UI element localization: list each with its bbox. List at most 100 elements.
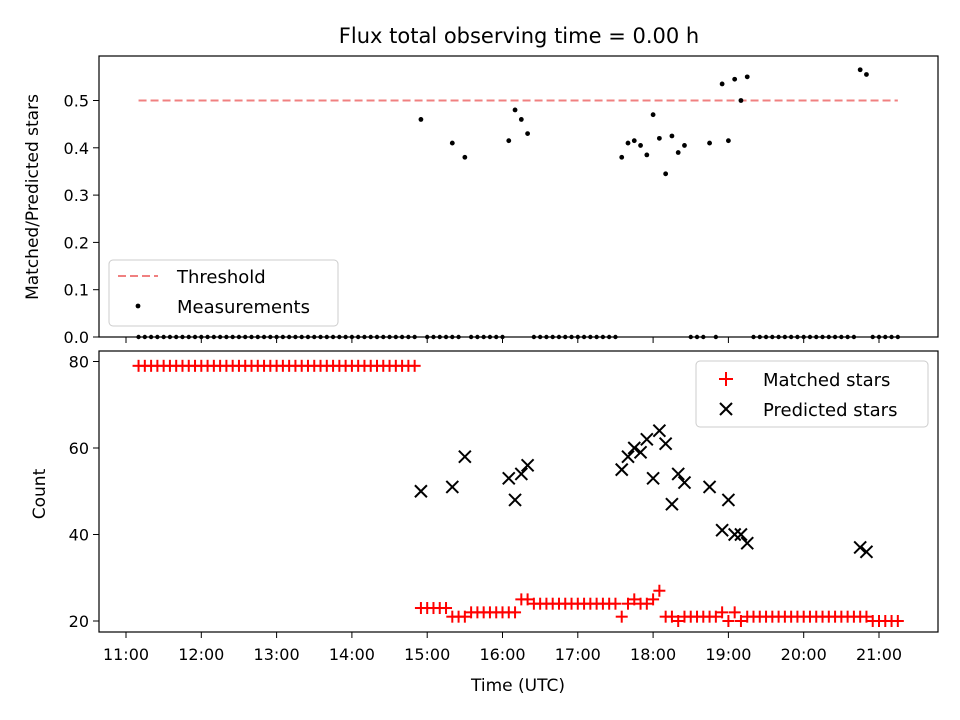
matched-star-point (665, 610, 678, 623)
predicted-star-point (621, 449, 635, 464)
measurement-point (663, 171, 669, 177)
top-y-tick-label: 0.2 (64, 233, 89, 252)
legend-measurements-swatch (135, 303, 141, 309)
top-axes-frame (98, 55, 939, 338)
predicted-star-point (646, 471, 660, 485)
bottom-plot-area (132, 359, 904, 627)
top-y-tick-label: 0.0 (64, 328, 89, 347)
bottom-legend-box (695, 360, 929, 428)
predicted-star-point (514, 467, 529, 481)
x-tick-label: 14:00 (329, 645, 375, 664)
bottom-y-axis-label: Count (30, 468, 50, 519)
predicted-star-point (859, 545, 874, 559)
top-legend-box (108, 259, 339, 327)
predicted-star-point (615, 462, 629, 477)
measurement-point (462, 154, 468, 160)
bottom-y-axis: 20 40 60 80 (69, 353, 99, 631)
matched-star-point (722, 615, 735, 627)
top-y-tick-label: 0.5 (64, 92, 89, 111)
predicted-star-point (502, 471, 516, 485)
measurement-point (669, 133, 675, 139)
measurement-point (631, 138, 637, 144)
measurement-point (525, 131, 530, 137)
matched-star-point (728, 606, 741, 619)
matched-star-point (458, 610, 471, 623)
predicted-star-point (721, 493, 736, 507)
predicted-star-point (702, 480, 717, 494)
x-tick-label: 19:00 (705, 645, 751, 664)
matched-star-point (408, 359, 421, 372)
predicted-star-point (640, 432, 654, 447)
x-tick-label: 21:00 (856, 645, 902, 664)
measurement-point (732, 76, 738, 82)
bottom-y-tick-label: 40 (69, 526, 89, 545)
measurement-point (644, 152, 650, 158)
top-y-axis: 0.0 0.1 0.2 0.3 0.4 0.5 (64, 92, 99, 347)
x-tick-label: 17:00 (555, 645, 601, 664)
legend-measurements-label: Measurements (177, 297, 310, 318)
predicted-star-point (665, 497, 679, 511)
predicted-star-point (715, 523, 729, 537)
measurement-point (619, 154, 625, 160)
predicted-star-point (734, 527, 748, 542)
matched-star-point (860, 610, 873, 623)
predicted-star-point (658, 436, 673, 451)
legend-matched-label: Matched stars (763, 370, 890, 391)
predicted-star-point (458, 449, 472, 464)
measurement-point (656, 135, 662, 141)
x-tick-label: 11:00 (103, 645, 149, 664)
measurement-point (682, 143, 687, 148)
matched-star-point (615, 610, 628, 623)
predicted-star-point (633, 445, 648, 460)
measurement-point (512, 107, 518, 113)
bottom-legend: Matched stars Predicted stars (695, 360, 929, 428)
measurement-point (625, 140, 631, 146)
x-tick-label: 13:00 (254, 645, 300, 664)
x-tick-label: 15:00 (404, 645, 450, 664)
predicted-star-point (414, 484, 428, 498)
matched-star-point (734, 615, 747, 627)
x-tick-label: 18:00 (630, 645, 676, 664)
legend-predicted-swatch (719, 402, 733, 416)
measurement-point (726, 138, 731, 144)
legend-predicted-label: Predicted stars (763, 400, 897, 421)
matched-star-point (521, 593, 534, 606)
x-tick-label: 20:00 (781, 645, 827, 664)
predicted-star-point (627, 441, 641, 455)
bottom-axes-frame (98, 350, 939, 633)
predicted-star-point (740, 536, 754, 550)
measurement-point (518, 117, 524, 122)
matched-star-point (628, 593, 641, 606)
top-x-ticks (125, 337, 880, 343)
bottom-y-tick-label: 20 (69, 612, 89, 631)
bottom-y-tick-label: 60 (69, 439, 89, 458)
measurement-point (675, 150, 681, 155)
predicted-star-point (445, 480, 460, 494)
top-legend: Threshold Measurements (108, 259, 339, 327)
predicted-star-point (520, 458, 535, 473)
matched-star-point (716, 606, 729, 619)
top-y-tick-label: 0.3 (64, 186, 89, 205)
predicted-star-point (677, 475, 692, 490)
measurement-point (638, 143, 643, 148)
x-axis-label: Time (UTC) (470, 676, 565, 696)
measurement-point (650, 112, 656, 118)
predicted-star-point (652, 423, 667, 438)
matched-star-point (640, 597, 653, 610)
matched-star-point (647, 593, 660, 606)
measurement-point (449, 140, 455, 146)
chart-title: Flux total observing time = 0.00 h (339, 24, 699, 48)
predicted-star-point (508, 493, 522, 507)
top-panel: 0.0 0.1 0.2 0.3 0.4 0.5 Matched/Predicted sta… (23, 55, 939, 347)
matched-star-point (709, 610, 722, 623)
matched-star-point (653, 584, 666, 597)
matched-star-point (440, 602, 453, 615)
matched-star-point (672, 615, 685, 627)
measurement-point (707, 140, 712, 146)
measurement-point (857, 67, 863, 73)
bottom-y-tick-label: 80 (69, 353, 89, 372)
measurement-point (744, 74, 750, 80)
legend-threshold-label: Threshold (176, 267, 266, 288)
legend-matched-swatch (719, 372, 733, 386)
